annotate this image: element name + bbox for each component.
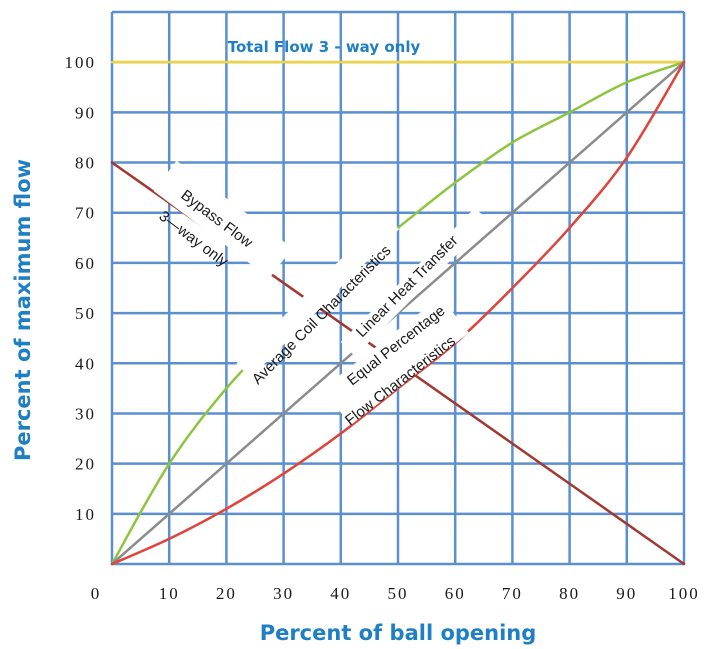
y-tick-label: 40 [75,354,96,373]
x-tick-label: 90 [616,584,637,603]
y-tick-label: 100 [65,53,97,72]
label-backgrounds [153,160,490,426]
series-line-equal-percentage-flow-characteristics [110,60,686,566]
y-tick-label: 90 [75,103,96,122]
x-tick-labels: 0 10 20 30 40 50 60 70 80 90 100 [91,584,700,603]
y-axis-title: Percent of maximum flow [11,159,35,461]
y-tick-label: 30 [75,404,96,423]
x-tick-label: 10 [159,584,180,603]
x-axis-title: Percent of ball opening [260,621,537,645]
y-tick-label: 70 [75,204,96,223]
y-tick-label: 60 [75,254,96,273]
y-tick-label: 10 [75,505,96,524]
x-tick-label: 70 [502,584,523,603]
x-tick-label: 20 [216,584,237,603]
total-flow-label: Total Flow 3 - way only [228,38,421,56]
x-tick-label: 40 [330,584,351,603]
y-tick-label: 20 [75,455,96,474]
x-tick-label: 60 [445,584,466,603]
y-tick-label: 80 [75,154,96,173]
y-tick-label: 50 [75,304,96,323]
x-tick-label: 0 [91,584,102,603]
x-tick-label: 30 [273,584,294,603]
x-tick-label: 80 [559,584,580,603]
x-tick-label: 50 [388,584,409,603]
x-tick-label: 100 [668,584,700,603]
y-tick-labels: 10 20 30 40 50 60 70 80 90 100 [65,53,97,524]
